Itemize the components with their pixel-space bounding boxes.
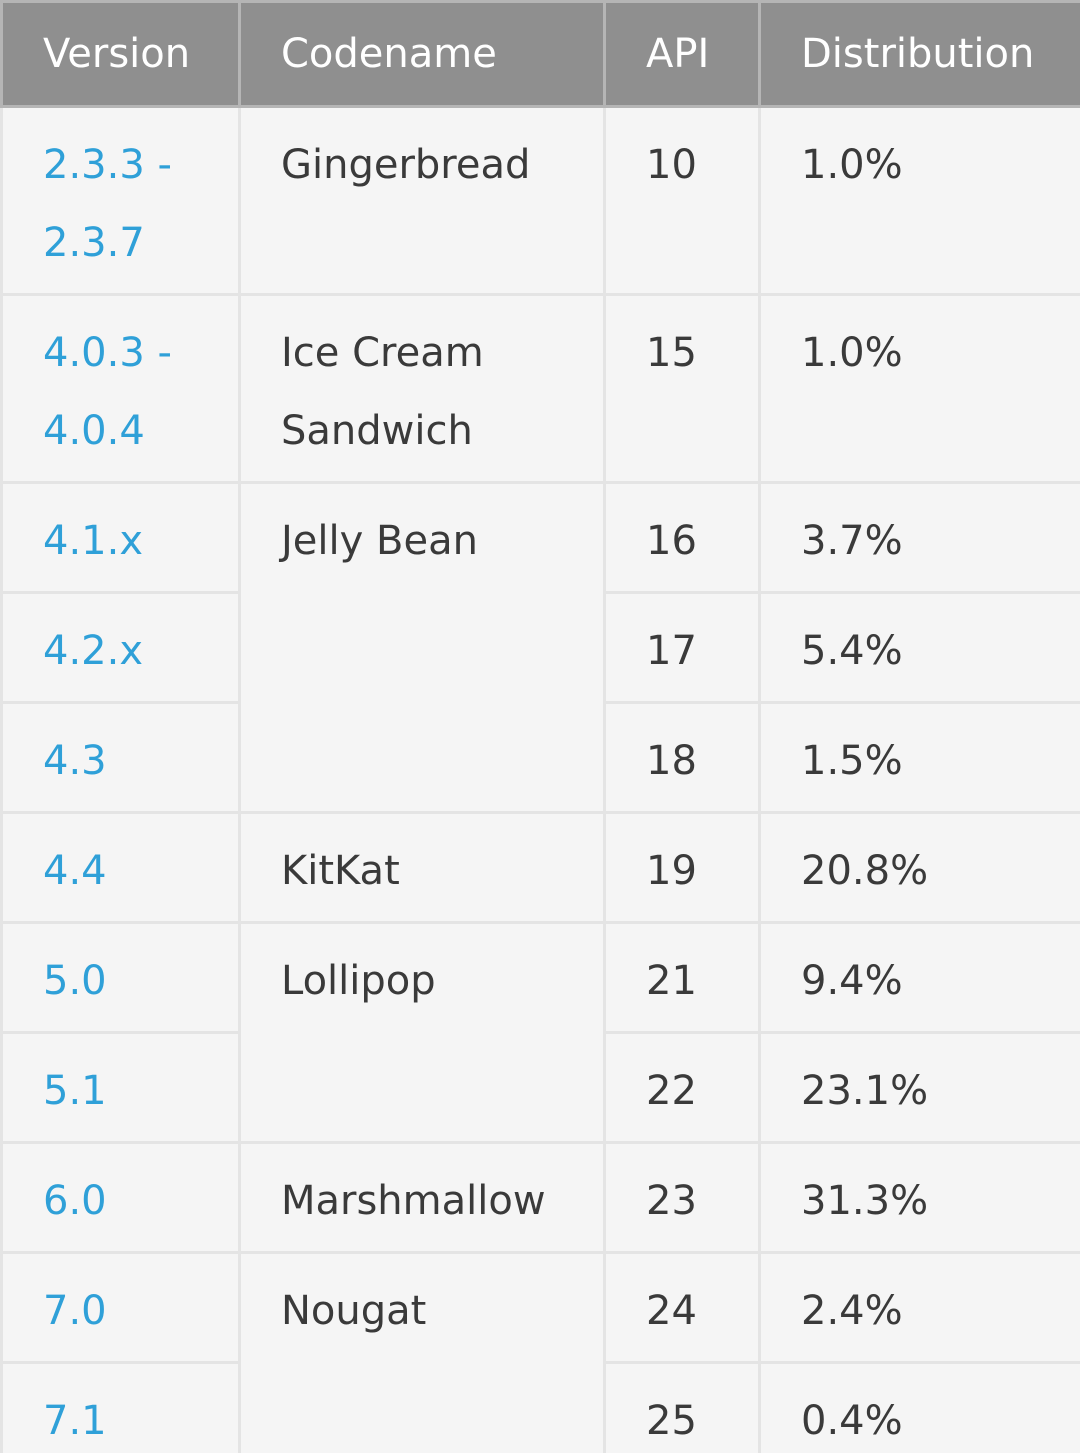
version-link[interactable]: 7.1	[0, 1361, 241, 1453]
api-cell: 16	[603, 481, 761, 594]
distribution-cell: 1.0%	[758, 293, 1080, 484]
header-cell: Version	[0, 0, 241, 108]
table-row: 4.0.3 - 4.0.4 Ice Cream Sandwich 15 1.0%	[0, 293, 1080, 484]
version-link[interactable]: 4.2.x	[0, 591, 241, 704]
table-row: 7.0 Nougat 24 2.4%	[0, 1251, 1080, 1453]
api-cell: 24	[603, 1251, 761, 1364]
table-row: 5.1 22 23.1%	[0, 1031, 1080, 1144]
header-cell: Codename	[238, 0, 606, 108]
codename-cell: KitKat	[238, 811, 606, 924]
distribution-cell: 23.1%	[758, 1031, 1080, 1144]
table-row: 5.0 Lollipop 21 9.4%	[0, 921, 1080, 1144]
codename-cell: Nougat	[238, 1251, 606, 1453]
header-cell: Distribution	[758, 0, 1080, 108]
table-row: 4.2.x 17 5.4%	[0, 591, 1080, 704]
api-cell: 15	[603, 293, 761, 484]
table-row: 4.3 18 1.5%	[0, 701, 1080, 814]
distribution-cell: 1.5%	[758, 701, 1080, 814]
api-cell: 19	[603, 811, 761, 924]
version-link[interactable]: 6.0	[0, 1141, 241, 1254]
version-link[interactable]: 5.1	[0, 1031, 241, 1144]
table-row: 2.3.3 - 2.3.7 Gingerbread 10 1.0%	[0, 105, 1080, 296]
distribution-cell: 9.4%	[758, 921, 1080, 1034]
api-cell: 10	[603, 105, 761, 296]
version-link[interactable]: 7.0	[0, 1251, 241, 1364]
version-link[interactable]: 2.3.3 - 2.3.7	[0, 105, 241, 296]
header-row: Version Codename API Distribution	[0, 0, 1080, 108]
distribution-cell: 2.4%	[758, 1251, 1080, 1364]
api-cell: 21	[603, 921, 761, 1034]
api-cell: 23	[603, 1141, 761, 1254]
version-link[interactable]: 4.1.x	[0, 481, 241, 594]
api-cell: 25	[603, 1361, 761, 1453]
codename-cell: Lollipop	[238, 921, 606, 1144]
api-cell: 17	[603, 591, 761, 704]
version-link[interactable]: 4.0.3 - 4.0.4	[0, 293, 241, 484]
table-row: 7.1 25 0.4%	[0, 1361, 1080, 1453]
header-cell: API	[603, 0, 761, 108]
version-link[interactable]: 4.4	[0, 811, 241, 924]
table-row: 4.1.x Jelly Bean 16 3.7%	[0, 481, 1080, 814]
distribution-cell: 31.3%	[758, 1141, 1080, 1254]
version-link[interactable]: 5.0	[0, 921, 241, 1034]
codename-cell: Ice Cream Sandwich	[238, 293, 606, 484]
codename-cell: Gingerbread	[238, 105, 606, 296]
table-body: 2.3.3 - 2.3.7 Gingerbread 10 1.0% 4.0.3 - 4.…	[0, 105, 1080, 1453]
table-row: 4.4 KitKat 19 20.8%	[0, 811, 1080, 924]
distribution-cell: 5.4%	[758, 591, 1080, 704]
distribution-cell: 1.0%	[758, 105, 1080, 296]
distribution-cell: 20.8%	[758, 811, 1080, 924]
codename-cell: Marshmallow	[238, 1141, 606, 1254]
distribution-cell: 3.7%	[758, 481, 1080, 594]
codename-cell: Jelly Bean	[238, 481, 606, 814]
table-row: 6.0 Marshmallow 23 31.3%	[0, 1141, 1080, 1254]
api-cell: 18	[603, 701, 761, 814]
distribution-cell: 0.4%	[758, 1361, 1080, 1453]
version-link[interactable]: 4.3	[0, 701, 241, 814]
api-cell: 22	[603, 1031, 761, 1144]
